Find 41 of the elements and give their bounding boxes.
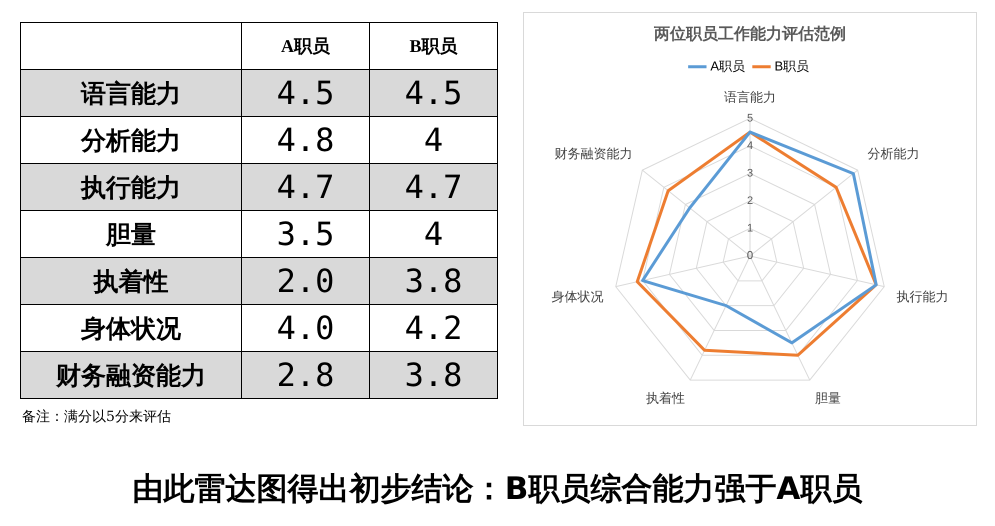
data-label: 4.0 [242,304,370,352]
category-label: 语言能力 [20,70,242,116]
category-label: 身体状况 [20,304,242,352]
y-tick-label: 2 [746,194,754,207]
data-label: 4.7 [242,164,370,210]
data-label: 4.8 [242,116,370,164]
spoke-label: 语言能力 [724,90,776,105]
text: 备注：满分以5分来评估 [22,408,171,426]
y-tick-label: 1 [746,222,754,234]
category-label: 胆量 [20,210,242,258]
y-tick-label: 4 [746,140,754,152]
data-label: 3.8 [370,258,498,304]
legend-label: B职员 [774,58,810,74]
y-tick-label: 3 [746,167,754,180]
y-tick-label: 5 [746,112,754,124]
data-label: 3.5 [242,210,370,258]
chart-title: 两位职员工作能力评估范例 [653,24,846,43]
data-label: 4 [370,210,498,258]
data-label: 4.7 [370,164,498,210]
spoke-label: 执行能力 [896,288,948,304]
category-label: 执行能力 [20,164,242,210]
series-label: A职员 [242,22,370,70]
data-label: 2.0 [242,258,370,304]
spoke-label: 执着性 [646,390,685,406]
y-tick-label: 0 [746,248,754,262]
spoke-label: 分析能力 [867,146,920,162]
legend-label: A职员 [710,58,745,74]
spoke-label: 身体状况 [552,288,604,304]
data-label: 4.5 [370,70,498,116]
data-label: 2.8 [242,352,370,398]
category-label: 执着性 [20,258,242,304]
category-label: 分析能力 [20,116,242,164]
spoke-label: 胆量 [815,390,842,406]
data-label: 3.8 [370,352,498,398]
series-label: B职员 [370,22,498,70]
data-label: 4.2 [370,304,498,352]
data-label: 4 [370,116,498,164]
text: 由此雷达图得出初步结论：B职员综合能力强于A职员 [132,470,864,509]
category-label: 财务融资能力 [20,352,242,398]
spoke-label: 财务融资能力 [554,146,633,162]
data-label: 4.5 [242,70,370,116]
